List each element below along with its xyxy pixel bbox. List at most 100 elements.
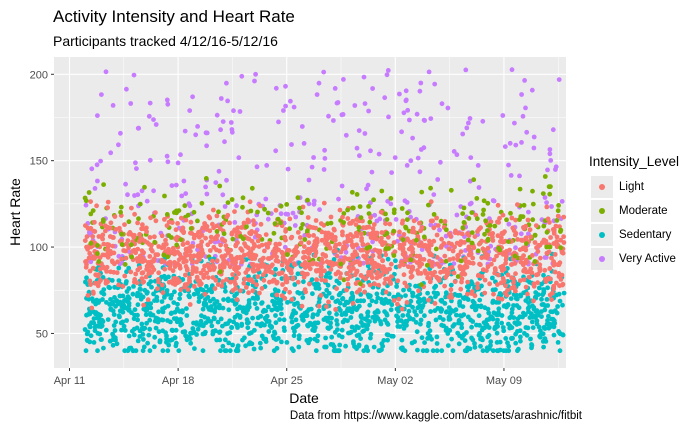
data-point-light bbox=[392, 249, 398, 255]
data-point-sedentary bbox=[330, 342, 336, 347]
data-point-light bbox=[337, 275, 343, 281]
data-point-light bbox=[531, 298, 536, 304]
data-point-light bbox=[338, 271, 343, 276]
data-point-moderate bbox=[169, 235, 174, 240]
data-point-light bbox=[332, 244, 338, 250]
data-point-light bbox=[485, 264, 491, 270]
data-point-sedentary bbox=[350, 297, 355, 303]
data-point-sedentary bbox=[292, 301, 298, 307]
data-point-sedentary bbox=[394, 306, 400, 312]
data-point-moderate bbox=[358, 215, 364, 221]
data-point-light bbox=[297, 235, 303, 240]
data-point-sedentary bbox=[541, 344, 546, 350]
data-point-very-active bbox=[506, 162, 511, 168]
data-point-light bbox=[434, 255, 440, 260]
data-point-very-active bbox=[509, 67, 515, 73]
data-point-sedentary bbox=[132, 307, 138, 312]
data-point-very-active bbox=[466, 120, 471, 126]
data-point-light bbox=[540, 240, 545, 245]
data-point-sedentary bbox=[356, 325, 361, 331]
data-point-sedentary bbox=[509, 310, 515, 316]
data-point-light bbox=[96, 234, 102, 239]
data-point-moderate bbox=[542, 174, 548, 179]
data-point-light bbox=[141, 226, 147, 232]
data-point-sedentary bbox=[98, 312, 103, 318]
data-point-sedentary bbox=[159, 317, 165, 323]
data-point-moderate bbox=[399, 206, 405, 211]
data-point-sedentary bbox=[272, 287, 278, 293]
data-point-sedentary bbox=[329, 315, 334, 321]
data-point-very-active bbox=[421, 145, 427, 151]
data-point-light bbox=[500, 263, 506, 269]
data-point-sedentary bbox=[195, 326, 201, 332]
data-point-sedentary bbox=[217, 329, 223, 335]
data-point-very-active bbox=[519, 92, 524, 97]
data-point-light bbox=[382, 280, 388, 286]
data-point-light bbox=[97, 266, 103, 272]
data-point-light bbox=[265, 244, 271, 250]
data-point-light bbox=[214, 213, 220, 219]
data-point-sedentary bbox=[542, 336, 548, 341]
data-point-sedentary bbox=[439, 297, 445, 303]
data-point-moderate bbox=[408, 257, 414, 263]
data-point-sedentary bbox=[418, 309, 424, 314]
data-point-moderate bbox=[161, 252, 167, 258]
data-point-moderate bbox=[152, 239, 158, 245]
data-point-very-active bbox=[385, 68, 391, 73]
data-point-sedentary bbox=[473, 307, 478, 313]
data-point-light bbox=[183, 246, 189, 252]
data-point-moderate bbox=[530, 188, 535, 194]
data-point-light bbox=[466, 233, 472, 238]
points-layer bbox=[82, 67, 567, 354]
data-point-very-active bbox=[357, 153, 362, 159]
data-point-moderate bbox=[391, 210, 397, 216]
data-point-sedentary bbox=[148, 312, 153, 317]
data-point-sedentary bbox=[412, 309, 418, 314]
data-point-sedentary bbox=[156, 329, 162, 335]
data-point-sedentary bbox=[246, 320, 251, 325]
data-point-light bbox=[250, 279, 256, 285]
data-point-light bbox=[384, 267, 390, 273]
data-point-light bbox=[287, 216, 293, 222]
data-point-sedentary bbox=[433, 317, 439, 323]
data-point-sedentary bbox=[84, 312, 89, 318]
data-point-light bbox=[147, 242, 152, 247]
data-point-light bbox=[233, 242, 239, 248]
data-point-very-active bbox=[402, 198, 408, 204]
data-point-very-active bbox=[83, 202, 89, 208]
data-point-light bbox=[418, 271, 424, 276]
data-point-light bbox=[330, 236, 336, 242]
data-point-very-active bbox=[92, 186, 98, 191]
data-point-moderate bbox=[164, 212, 170, 217]
data-point-moderate bbox=[530, 217, 536, 223]
data-point-light bbox=[547, 266, 553, 271]
data-point-light bbox=[525, 291, 530, 297]
data-point-sedentary bbox=[448, 282, 454, 288]
data-point-very-active bbox=[99, 92, 104, 97]
data-point-very-active bbox=[108, 150, 114, 156]
data-point-moderate bbox=[299, 210, 304, 216]
data-point-light bbox=[241, 280, 247, 286]
data-point-light bbox=[528, 234, 534, 240]
data-point-sedentary bbox=[420, 348, 426, 354]
data-point-moderate bbox=[128, 242, 134, 248]
data-point-moderate bbox=[174, 242, 180, 248]
data-point-light bbox=[201, 275, 207, 280]
data-point-very-active bbox=[293, 214, 299, 220]
data-point-light bbox=[107, 248, 113, 254]
data-point-moderate bbox=[297, 205, 302, 211]
data-point-moderate bbox=[492, 223, 498, 229]
data-point-light bbox=[383, 289, 389, 295]
data-point-very-active bbox=[218, 96, 224, 101]
data-point-sedentary bbox=[474, 322, 479, 328]
data-point-sedentary bbox=[273, 337, 279, 342]
data-point-sedentary bbox=[315, 284, 320, 290]
data-point-very-active bbox=[467, 116, 473, 121]
data-point-light bbox=[207, 215, 213, 221]
data-point-very-active bbox=[372, 212, 378, 218]
data-point-sedentary bbox=[214, 337, 220, 343]
data-point-sedentary bbox=[544, 297, 550, 302]
data-point-very-active bbox=[95, 178, 100, 184]
data-point-light bbox=[127, 230, 133, 235]
data-point-light bbox=[482, 290, 488, 296]
